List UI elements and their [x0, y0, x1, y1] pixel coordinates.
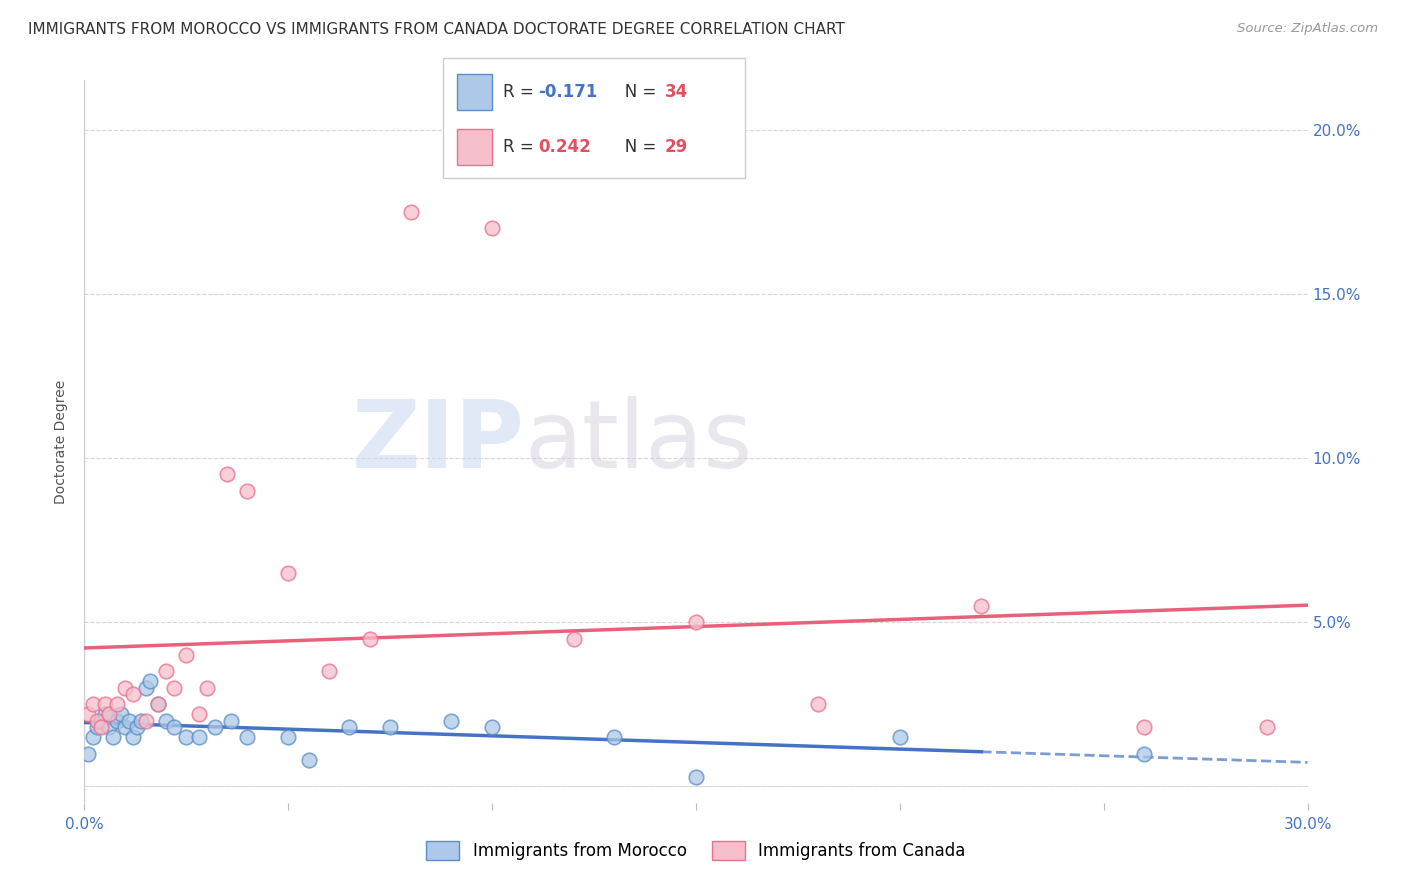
Point: [163, 681, 186, 695]
Point: [174, 730, 197, 744]
Point: [146, 698, 169, 712]
Point: [889, 730, 911, 744]
Point: [277, 566, 299, 580]
Point: [82, 698, 104, 712]
Point: [86, 714, 108, 728]
Point: [174, 648, 197, 662]
Point: [163, 720, 186, 734]
Text: 29: 29: [665, 138, 689, 156]
Point: [481, 221, 503, 235]
Point: [236, 730, 259, 744]
Point: [603, 730, 626, 744]
Point: [114, 681, 136, 695]
Point: [277, 730, 299, 744]
Text: R =: R =: [503, 138, 540, 156]
Point: [105, 698, 128, 712]
Point: [118, 714, 141, 728]
Point: [90, 720, 112, 734]
Point: [135, 681, 157, 695]
Point: [90, 714, 112, 728]
Point: [155, 665, 177, 679]
Point: [217, 467, 239, 482]
Point: [122, 687, 145, 701]
Text: ZIP: ZIP: [352, 395, 524, 488]
Point: [204, 720, 226, 734]
Point: [114, 720, 136, 734]
Point: [86, 720, 108, 734]
Point: [135, 714, 157, 728]
Point: [93, 707, 115, 722]
Point: [97, 707, 120, 722]
Point: [93, 698, 115, 712]
Point: [481, 720, 503, 734]
Point: [122, 730, 145, 744]
Text: N =: N =: [609, 83, 661, 101]
Text: R =: R =: [503, 83, 540, 101]
Point: [318, 665, 340, 679]
Text: 0.242: 0.242: [538, 138, 592, 156]
Point: [101, 730, 124, 744]
Text: IMMIGRANTS FROM MOROCCO VS IMMIGRANTS FROM CANADA DOCTORATE DEGREE CORRELATION C: IMMIGRANTS FROM MOROCCO VS IMMIGRANTS FR…: [28, 22, 845, 37]
Point: [131, 714, 153, 728]
Point: [110, 707, 132, 722]
Text: -0.171: -0.171: [538, 83, 598, 101]
Point: [195, 681, 218, 695]
Point: [127, 720, 149, 734]
Point: [82, 730, 104, 744]
Point: [685, 770, 707, 784]
Legend: Immigrants from Morocco, Immigrants from Canada: Immigrants from Morocco, Immigrants from…: [419, 834, 973, 867]
Point: [1256, 720, 1278, 734]
Point: [187, 707, 209, 722]
Point: [807, 698, 830, 712]
Point: [562, 632, 585, 646]
Point: [440, 714, 463, 728]
Point: [380, 720, 402, 734]
Point: [219, 714, 242, 728]
Text: Source: ZipAtlas.com: Source: ZipAtlas.com: [1237, 22, 1378, 36]
Point: [1133, 747, 1156, 761]
Point: [77, 747, 100, 761]
Point: [105, 714, 128, 728]
Point: [187, 730, 209, 744]
Point: [399, 204, 422, 219]
Point: [155, 714, 177, 728]
Point: [970, 599, 993, 613]
Point: [298, 753, 321, 767]
Point: [339, 720, 361, 734]
Point: [236, 483, 259, 498]
Point: [359, 632, 381, 646]
Y-axis label: Doctorate Degree: Doctorate Degree: [55, 379, 69, 504]
Point: [146, 698, 169, 712]
Point: [97, 720, 120, 734]
Text: atlas: atlas: [524, 395, 754, 488]
Text: 34: 34: [665, 83, 689, 101]
Point: [1133, 720, 1156, 734]
Point: [685, 615, 707, 630]
Point: [138, 674, 160, 689]
Point: [77, 707, 100, 722]
Text: N =: N =: [609, 138, 661, 156]
